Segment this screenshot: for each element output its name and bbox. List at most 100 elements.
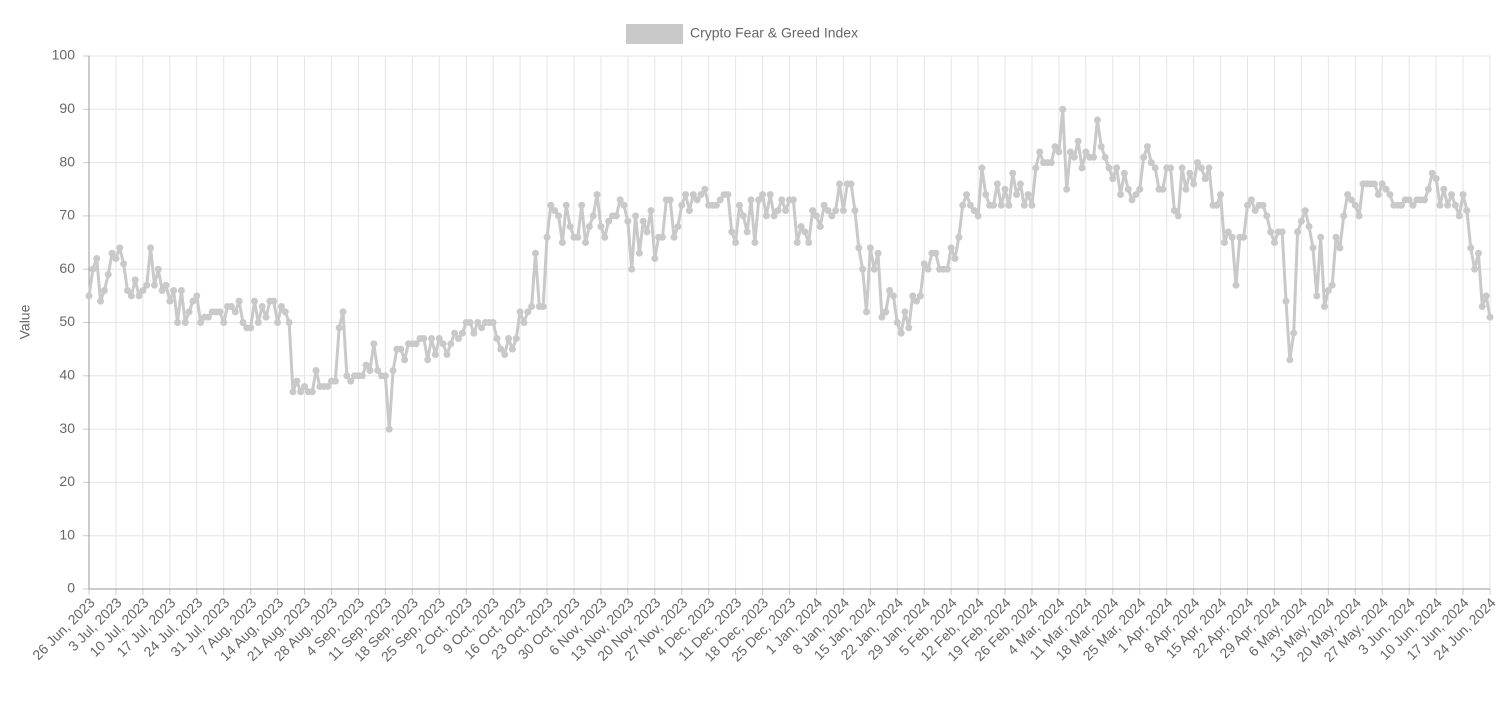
data-point (204, 313, 212, 321)
data-point (809, 207, 817, 215)
data-point (1109, 175, 1117, 183)
data-point (1197, 164, 1205, 172)
data-point (185, 308, 193, 316)
data-point (466, 319, 474, 326)
data-point (1070, 153, 1078, 161)
y-tick-label: 0 (67, 580, 75, 596)
data-point (1313, 292, 1321, 300)
data-point (909, 292, 917, 300)
data-point (1082, 148, 1090, 156)
data-point (851, 207, 859, 215)
data-point (1270, 239, 1278, 247)
data-point (531, 249, 539, 257)
data-point (620, 201, 628, 209)
data-point (343, 372, 351, 380)
data-point (1016, 180, 1024, 188)
data-point (162, 281, 170, 289)
data-point (943, 265, 951, 273)
data-point (289, 388, 297, 396)
data-point (1066, 148, 1074, 156)
data-point (566, 223, 574, 231)
data-point (166, 297, 174, 305)
data-point (778, 196, 786, 204)
data-point (120, 260, 128, 268)
data-point (177, 287, 185, 295)
data-point (1120, 169, 1128, 177)
data-point (836, 180, 844, 188)
data-point (1101, 153, 1109, 161)
data-point (628, 265, 636, 273)
data-point (701, 185, 709, 193)
data-point (131, 276, 139, 284)
data-point (747, 196, 755, 204)
data-point (1063, 185, 1071, 193)
data-point (258, 303, 266, 311)
data-point (1078, 164, 1086, 172)
data-point (297, 388, 305, 396)
y-tick-label: 50 (59, 313, 75, 329)
data-point (1301, 207, 1309, 215)
data-point (335, 324, 343, 332)
y-tick-label: 10 (59, 526, 75, 542)
data-point (1428, 169, 1436, 177)
data-point (1213, 201, 1221, 209)
data-point (1459, 191, 1467, 199)
data-point (1451, 201, 1459, 209)
data-point (112, 255, 120, 263)
data-point (547, 201, 555, 209)
data-point (1340, 212, 1348, 220)
data-point (812, 212, 820, 220)
data-point (370, 340, 378, 348)
data-point (1005, 201, 1013, 209)
data-point (1024, 191, 1032, 199)
data-point (920, 260, 928, 268)
data-point (235, 297, 243, 305)
data-point (516, 308, 524, 316)
data-point (439, 340, 447, 348)
data-point (1032, 164, 1040, 172)
data-point (505, 334, 513, 342)
data-point (470, 329, 478, 337)
data-point (150, 281, 158, 289)
data-point (1013, 191, 1021, 199)
data-point (374, 366, 382, 374)
y-tick-label: 100 (52, 47, 76, 63)
data-point (193, 292, 201, 300)
data-point (1467, 244, 1475, 252)
data-point (127, 292, 135, 300)
data-point (1471, 265, 1479, 273)
data-point (489, 319, 497, 326)
data-point (1455, 212, 1463, 220)
data-point (1336, 244, 1344, 252)
data-point (1047, 159, 1055, 167)
data-point (424, 356, 432, 364)
data-point (285, 319, 293, 326)
data-point (1232, 281, 1240, 289)
y-tick-label: 70 (59, 207, 75, 223)
data-point (428, 334, 436, 342)
data-point (616, 196, 624, 204)
data-point (597, 223, 605, 231)
data-point (1474, 249, 1482, 257)
y-tick-label: 60 (59, 260, 75, 276)
data-point (947, 244, 955, 252)
data-point (970, 207, 978, 215)
data-point (543, 233, 551, 241)
data-point (1147, 159, 1155, 167)
data-point (1478, 303, 1486, 311)
data-point (1320, 303, 1328, 311)
data-point (951, 255, 959, 263)
data-point (1009, 169, 1017, 177)
data-point (1267, 228, 1275, 236)
data-point (220, 319, 228, 326)
data-point (512, 334, 520, 342)
data-point (539, 303, 547, 311)
data-point (401, 356, 409, 364)
data-point (301, 382, 309, 390)
data-point (1297, 217, 1305, 225)
data-point (1220, 239, 1228, 247)
data-point (231, 308, 239, 316)
data-point (647, 207, 655, 215)
data-point (839, 207, 847, 215)
data-point (674, 223, 682, 231)
